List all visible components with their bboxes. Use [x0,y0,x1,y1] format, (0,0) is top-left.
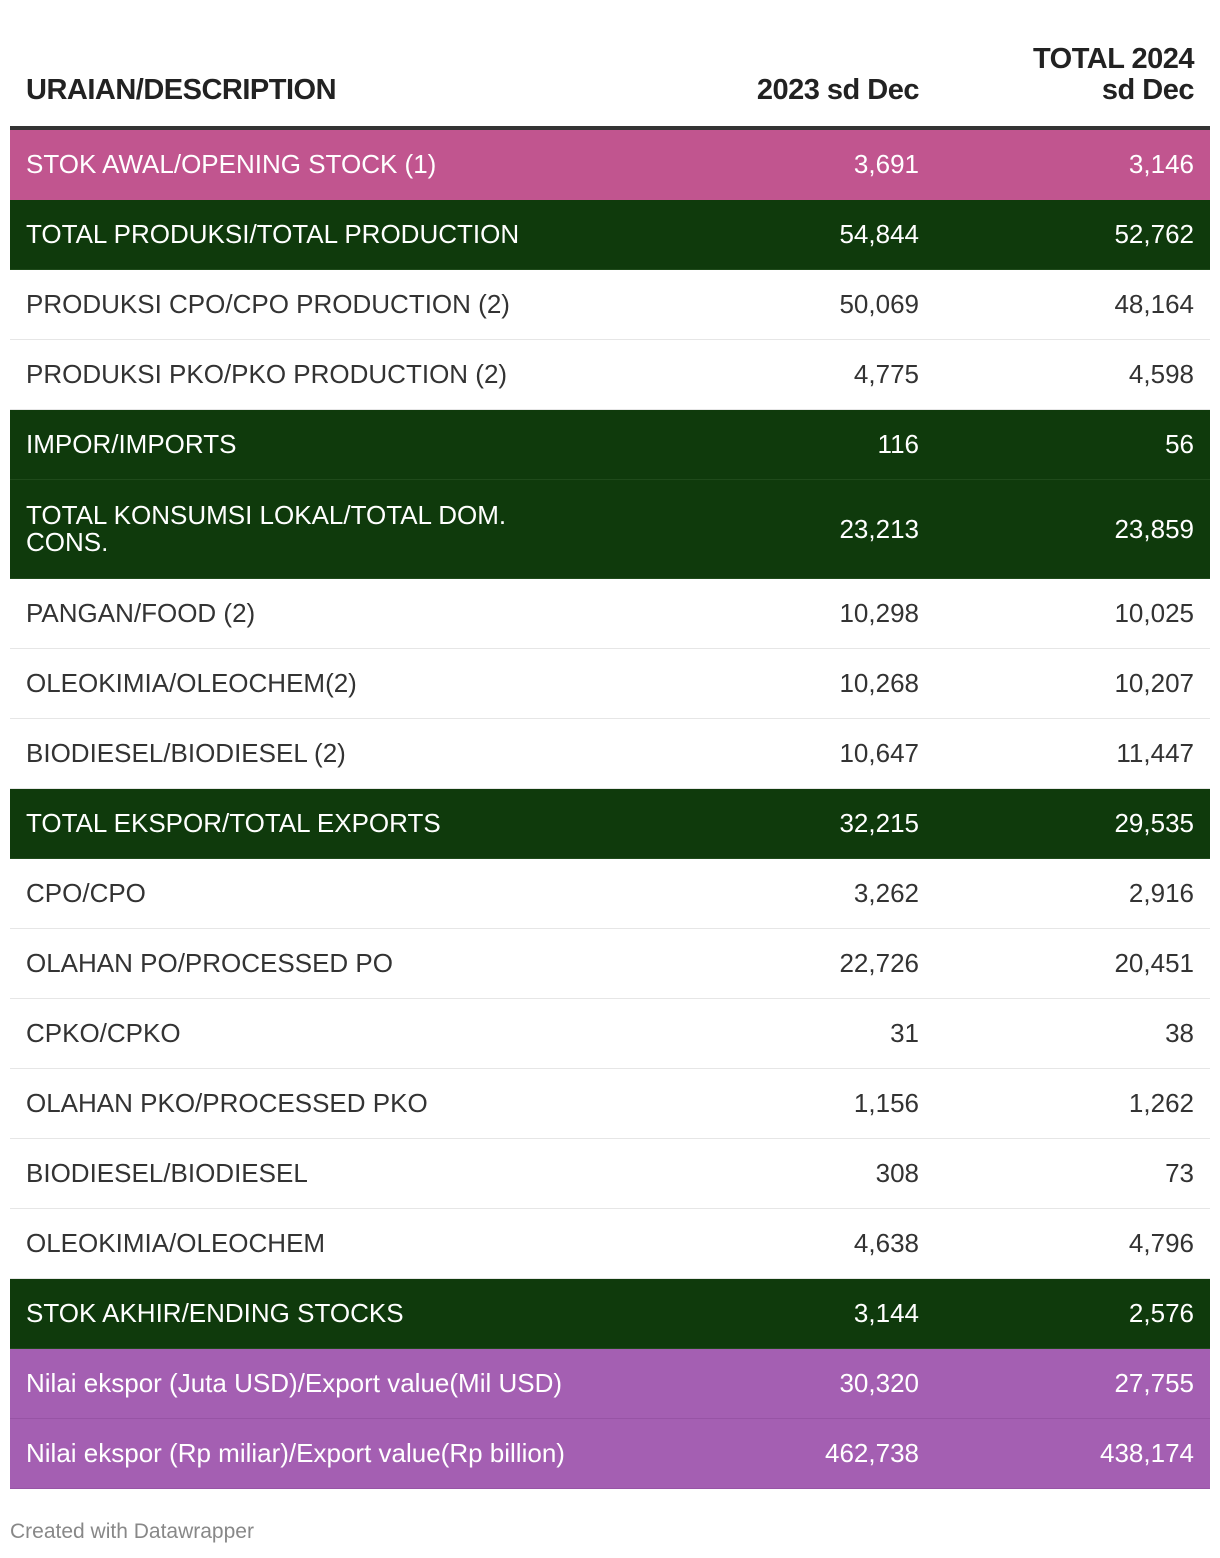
value-2024: 38 [935,998,1210,1069]
row-label: PRODUKSI PKO/PKO PRODUCTION (2) [10,339,660,410]
value-2024: 10,207 [935,648,1210,719]
value-2024: 20,451 [935,928,1210,999]
value-2024: 4,796 [935,1208,1210,1279]
value-2024: 52,762 [935,199,1210,270]
row-label: CPO/CPO [10,858,660,929]
table-row: TOTAL PRODUKSI/TOTAL PRODUCTION 54,844 52,… [10,199,1210,270]
value-2023: 10,298 [660,578,935,649]
table-row: CPKO/CPKO 31 38 [10,998,1210,1069]
row-label: BIODIESEL/BIODIESEL (2) [10,718,660,789]
table-row: STOK AWAL/OPENING STOCK (1) 3,691 3,146 [10,128,1210,200]
header-2024-line2: sd Dec [1101,74,1195,106]
value-2023: 3,262 [660,858,935,929]
value-2023: 10,268 [660,648,935,719]
row-label: IMPOR/IMPORTS [10,409,660,480]
value-2023: 3,691 [660,128,935,200]
data-table-container: URAIAN/DESCRIPTION 2023 sd Dec TOTAL 202… [10,30,1210,1489]
header-2024[interactable]: TOTAL 2024 sd Dec [935,30,1210,130]
table-row: BIODIESEL/BIODIESEL 308 73 [10,1138,1210,1209]
table-row: BIODIESEL/BIODIESEL (2) 10,647 11,447 [10,718,1210,789]
header-2023[interactable]: 2023 sd Dec [660,30,935,130]
value-2024: 1,262 [935,1068,1210,1139]
row-label: OLAHAN PO/PROCESSED PO [10,928,660,999]
table-row: CPO/CPO 3,262 2,916 [10,858,1210,929]
value-2024: 29,535 [935,788,1210,859]
table-row: IMPOR/IMPORTS 116 56 [10,409,1210,480]
palm-oil-balance-table: URAIAN/DESCRIPTION 2023 sd Dec TOTAL 202… [10,30,1210,1489]
table-row: Nilai ekspor (Rp miliar)/Export value(Rp… [10,1418,1210,1489]
value-2024: 48,164 [935,269,1210,340]
row-label: STOK AWAL/OPENING STOCK (1) [10,128,660,200]
table-row: OLEOKIMIA/OLEOCHEM 4,638 4,796 [10,1208,1210,1279]
table-row: Nilai ekspor (Juta USD)/Export value(Mil… [10,1348,1210,1419]
header-description[interactable]: URAIAN/DESCRIPTION [10,30,660,130]
table-row: STOK AKHIR/ENDING STOCKS 3,144 2,576 [10,1278,1210,1349]
value-2024: 438,174 [935,1418,1210,1489]
table-body: STOK AWAL/OPENING STOCK (1) 3,691 3,146 TOT… [10,128,1210,1489]
table-row: OLAHAN PO/PROCESSED PO 22,726 20,451 [10,928,1210,999]
value-2024: 73 [935,1138,1210,1209]
value-2023: 23,213 [660,479,935,579]
row-label: TOTAL KONSUMSI LOKAL/TOTAL DOM. CONS. [10,479,660,579]
value-2024: 2,576 [935,1278,1210,1349]
value-2024: 27,755 [935,1348,1210,1419]
datawrapper-credit[interactable]: Created with Datawrapper [10,1520,254,1543]
value-2023: 32,215 [660,788,935,859]
value-2024: 10,025 [935,578,1210,649]
value-2023: 4,638 [660,1208,935,1279]
row-label: Nilai ekspor (Rp miliar)/Export value(Rp… [10,1418,660,1489]
table-row: OLAHAN PKO/PROCESSED PKO 1,156 1,262 [10,1068,1210,1139]
row-label: Nilai ekspor (Juta USD)/Export value(Mil… [10,1348,660,1419]
value-2023: 462,738 [660,1418,935,1489]
value-2023: 54,844 [660,199,935,270]
value-2023: 30,320 [660,1348,935,1419]
header-2024-line1: TOTAL 2024 [1032,43,1195,75]
table-row: OLEOKIMIA/OLEOCHEM(2) 10,268 10,207 [10,648,1210,719]
value-2023: 3,144 [660,1278,935,1349]
table-row: PRODUKSI PKO/PKO PRODUCTION (2) 4,775 4,59… [10,339,1210,410]
table-row: PANGAN/FOOD (2) 10,298 10,025 [10,578,1210,649]
row-label: PRODUKSI CPO/CPO PRODUCTION (2) [10,269,660,340]
value-2024: 11,447 [935,718,1210,789]
table-row: TOTAL KONSUMSI LOKAL/TOTAL DOM. CONS. 23,… [10,479,1210,579]
row-label: PANGAN/FOOD (2) [10,578,660,649]
table-row: PRODUKSI CPO/CPO PRODUCTION (2) 50,069 48,… [10,269,1210,340]
row-label: OLEOKIMIA/OLEOCHEM(2) [10,648,660,719]
value-2023: 308 [660,1138,935,1209]
table-row: TOTAL EKSPOR/TOTAL EXPORTS 32,215 29,535 [10,788,1210,859]
row-label: TOTAL EKSPOR/TOTAL EXPORTS [10,788,660,859]
value-2024: 23,859 [935,479,1210,579]
value-2023: 22,726 [660,928,935,999]
table-header: URAIAN/DESCRIPTION 2023 sd Dec TOTAL 202… [10,30,1210,130]
value-2024: 4,598 [935,339,1210,410]
value-2023: 10,647 [660,718,935,789]
value-2023: 4,775 [660,339,935,410]
row-label: CPKO/CPKO [10,998,660,1069]
value-2023: 1,156 [660,1068,935,1139]
value-2023: 50,069 [660,269,935,340]
value-2023: 31 [660,998,935,1069]
row-label: OLAHAN PKO/PROCESSED PKO [10,1068,660,1139]
value-2024: 3,146 [935,128,1210,200]
row-label: STOK AKHIR/ENDING STOCKS [10,1278,660,1349]
row-label: TOTAL PRODUKSI/TOTAL PRODUCTION [10,199,660,270]
row-label: OLEOKIMIA/OLEOCHEM [10,1208,660,1279]
value-2024: 56 [935,409,1210,480]
row-label: BIODIESEL/BIODIESEL [10,1138,660,1209]
value-2023: 116 [660,409,935,480]
value-2024: 2,916 [935,858,1210,929]
header-row: URAIAN/DESCRIPTION 2023 sd Dec TOTAL 202… [10,30,1210,130]
